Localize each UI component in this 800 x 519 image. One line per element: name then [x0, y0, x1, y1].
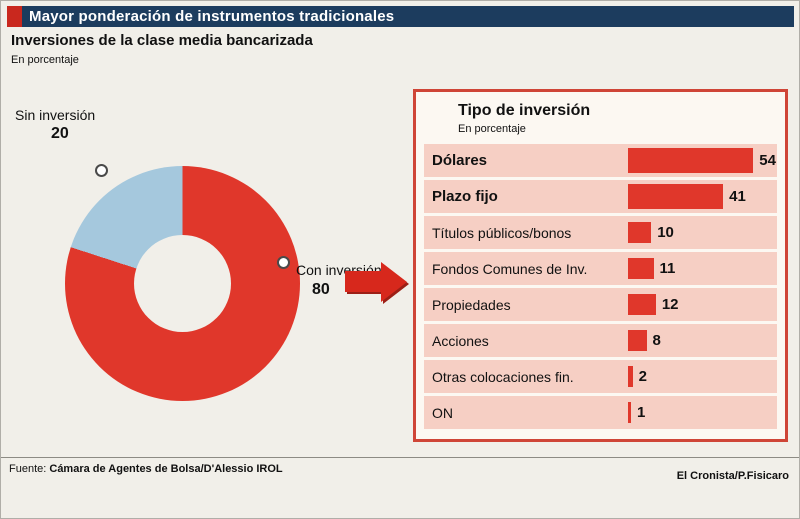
bar-label: ON: [432, 404, 453, 421]
bar: [628, 366, 633, 387]
bar-value: 41: [729, 188, 746, 205]
bar-value: 1: [637, 404, 646, 421]
header-accent-square: [7, 6, 22, 27]
chart-subtitle: Inversiones de la clase media bancarizad…: [11, 32, 313, 49]
bar-label: Fondos Comunes de Inv.: [432, 260, 588, 277]
donut-chart: [65, 166, 300, 401]
bar-label: Dólares: [432, 152, 488, 169]
bar: [628, 148, 754, 173]
source-name: Cámara de Agentes de Bolsa/D'Alessio IRO…: [49, 463, 283, 475]
bar: [628, 294, 656, 315]
credit-text: El Cronista/P.Fisicaro: [676, 470, 789, 482]
bar-chart-panel: Tipo de inversión En porcentaje Dólares …: [413, 89, 788, 442]
unit-label: En porcentaje: [11, 54, 79, 66]
bar: [628, 184, 724, 209]
bar-row: Otras colocaciones fin. 2: [424, 360, 777, 393]
donut-value-con-inversion: 80: [312, 281, 330, 298]
page-title: Mayor ponderación de instrumentos tradic…: [29, 8, 395, 25]
header-bar: Mayor ponderación de instrumentos tradic…: [22, 6, 794, 27]
bar-row: Fondos Comunes de Inv. 11: [424, 252, 777, 285]
bar-row: Acciones 8: [424, 324, 777, 357]
bar: [628, 402, 631, 423]
bar-value: 8: [652, 332, 661, 349]
bar-row: Propiedades 12: [424, 288, 777, 321]
bar-value: 12: [661, 296, 679, 313]
panel-unit-label: En porcentaje: [458, 123, 526, 135]
bar: [628, 258, 654, 279]
bar-label: Acciones: [432, 332, 489, 349]
footer-divider: [1, 457, 799, 458]
bar: [628, 222, 652, 243]
bar-row: Títulos públicos/bonos 10: [424, 216, 777, 249]
donut-label-sin-inversion: Sin inversión: [15, 107, 96, 123]
bar-value: 2: [638, 368, 647, 385]
right-arrow-icon: [345, 262, 409, 304]
bar-row: Plazo fijo 41: [424, 180, 777, 213]
bar-value: 54: [759, 152, 776, 169]
bar-row: Dólares 54: [424, 144, 777, 177]
bar-row: ON 1: [424, 396, 777, 429]
bar-label: Otras colocaciones fin.: [432, 368, 574, 385]
bar-label: Títulos públicos/bonos: [432, 224, 572, 241]
bar-value: 11: [659, 260, 676, 277]
bar-value: 10: [657, 224, 674, 241]
bar-rows: Dólares 54 Plazo fijo 41 Títulos público…: [424, 144, 777, 429]
source-prefix: Fuente:: [9, 463, 47, 475]
bar-label: Propiedades: [432, 296, 511, 313]
bar: [628, 330, 647, 351]
donut-hole: [134, 235, 231, 332]
source-text: Fuente: Cámara de Agentes de Bolsa/D'Ale…: [9, 463, 283, 475]
donut-marker-con-icon: [277, 256, 290, 269]
donut-marker-sin-icon: [95, 164, 108, 177]
bar-label: Plazo fijo: [432, 188, 498, 205]
panel-title: Tipo de inversión: [458, 102, 591, 119]
donut-value-sin-inversion: 20: [51, 125, 69, 142]
